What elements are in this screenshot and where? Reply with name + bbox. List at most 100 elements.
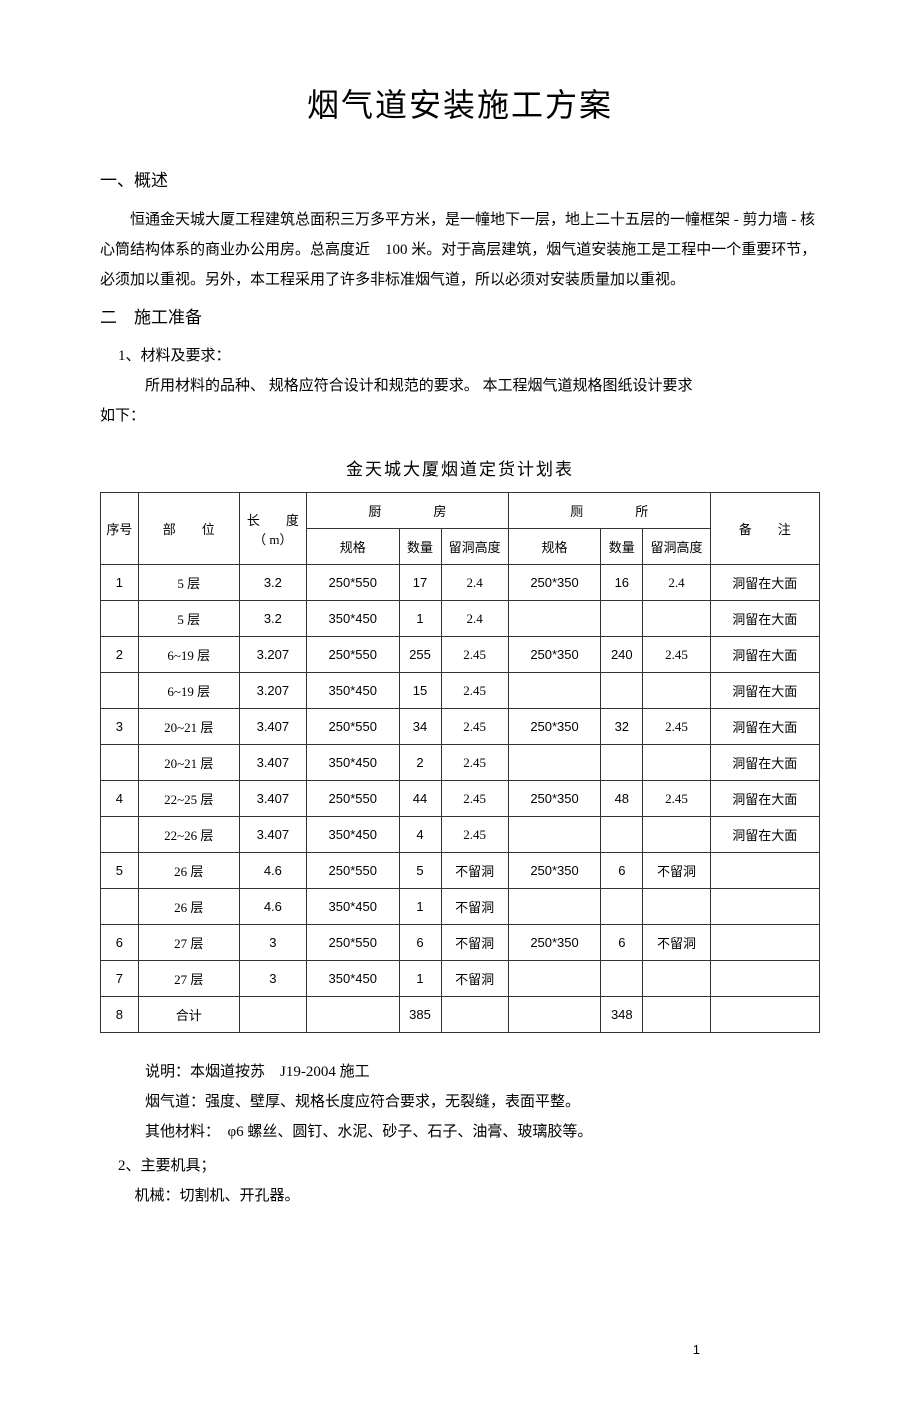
table-cell: 250*350 (508, 853, 601, 889)
table-cell: 7 (101, 961, 139, 997)
table-cell: 5 层 (138, 601, 239, 637)
table-cell: 240 (601, 637, 643, 673)
table-cell: 2.45 (643, 781, 710, 817)
table-cell (710, 997, 819, 1033)
table-cell: 350*450 (307, 601, 400, 637)
table-cell: 3.2 (239, 565, 306, 601)
table-row: 20~21 层3.407350*45022.45洞留在大面 (101, 745, 820, 781)
table-header-row-1: 序号 部 位 长 度（ m） 厨 房 厕 所 备 注 (101, 493, 820, 529)
table-cell: 2.4 (643, 565, 710, 601)
table-cell: 6 (601, 925, 643, 961)
th-k-qty: 数量 (399, 529, 441, 565)
table-cell (710, 961, 819, 997)
table-cell (101, 673, 139, 709)
table-cell: 1 (399, 961, 441, 997)
table-cell: 4.6 (239, 853, 306, 889)
table-cell: 250*350 (508, 781, 601, 817)
table-cell: 250*350 (508, 637, 601, 673)
table-cell (643, 673, 710, 709)
table-row: 422~25 层3.407250*550442.45250*350482.45洞… (101, 781, 820, 817)
table-cell: 洞留在大面 (710, 745, 819, 781)
table-row: 6~19 层3.207350*450152.45洞留在大面 (101, 673, 820, 709)
table-cell: 2 (101, 637, 139, 673)
table-cell: 2.4 (441, 565, 508, 601)
table-cell: 6 (399, 925, 441, 961)
table-cell (643, 889, 710, 925)
table-cell: 48 (601, 781, 643, 817)
table-cell: 1 (101, 565, 139, 601)
table-cell: 5 层 (138, 565, 239, 601)
table-cell: 不留洞 (441, 889, 508, 925)
table-cell: 1 (399, 601, 441, 637)
table-row: 22~26 层3.407350*45042.45洞留在大面 (101, 817, 820, 853)
table-cell: 2.45 (441, 745, 508, 781)
table-cell: 洞留在大面 (710, 601, 819, 637)
th-toilet: 厕 所 (508, 493, 710, 529)
table-cell: 20~21 层 (138, 709, 239, 745)
th-t-hole: 留洞高度 (643, 529, 710, 565)
table-row: 627 层3250*5506不留洞250*3506不留洞 (101, 925, 820, 961)
th-k-hole: 留洞高度 (441, 529, 508, 565)
table-cell: 255 (399, 637, 441, 673)
table-cell: 2.45 (441, 709, 508, 745)
note-1: 说明：本烟道按苏 J19-2004 施工 (100, 1057, 820, 1087)
table-cell: 15 (399, 673, 441, 709)
table-cell: 2.4 (441, 601, 508, 637)
table-cell: 4 (399, 817, 441, 853)
table-cell: 4 (101, 781, 139, 817)
section2-heading: 二 施工准备 (100, 303, 820, 334)
table-cell: 2.45 (441, 637, 508, 673)
table-cell (101, 601, 139, 637)
table-cell (643, 997, 710, 1033)
table-row: 727 层3350*4501不留洞 (101, 961, 820, 997)
table-cell (601, 889, 643, 925)
table-cell: 2.45 (441, 673, 508, 709)
table-cell: 5 (101, 853, 139, 889)
table-cell (710, 853, 819, 889)
table-cell: 250*550 (307, 637, 400, 673)
table-cell: 250*350 (508, 709, 601, 745)
table-cell: 不留洞 (441, 853, 508, 889)
table-cell (101, 817, 139, 853)
table-cell: 合计 (138, 997, 239, 1033)
table-cell: 22~26 层 (138, 817, 239, 853)
table-cell (601, 601, 643, 637)
table-cell: 350*450 (307, 889, 400, 925)
table-cell: 350*450 (307, 745, 400, 781)
table-cell (601, 817, 643, 853)
table-cell: 16 (601, 565, 643, 601)
table-row: 526 层4.6250*5505不留洞250*3506不留洞 (101, 853, 820, 889)
table-cell (710, 889, 819, 925)
th-t-qty: 数量 (601, 529, 643, 565)
table-cell: 32 (601, 709, 643, 745)
table-cell: 3.407 (239, 709, 306, 745)
table-row: 26~19 层3.207250*5502552.45250*3502402.45… (101, 637, 820, 673)
table-cell (101, 889, 139, 925)
table-cell (508, 601, 601, 637)
note-3: 其他材料： φ6 螺丝、圆钉、水泥、砂子、石子、油膏、玻璃胶等。 (100, 1117, 820, 1147)
table-cell: 17 (399, 565, 441, 601)
table-cell (601, 745, 643, 781)
table-cell (508, 817, 601, 853)
table-cell: 250*350 (508, 925, 601, 961)
table-cell (710, 925, 819, 961)
table-cell: 3 (101, 709, 139, 745)
note-2: 烟气道：强度、壁厚、规格长度应符合要求，无裂缝，表面平整。 (100, 1087, 820, 1117)
table-cell (601, 673, 643, 709)
table-cell: 250*350 (508, 565, 601, 601)
table-cell (643, 817, 710, 853)
table-cell: 385 (399, 997, 441, 1033)
table-cell: 350*450 (307, 961, 400, 997)
table-cell: 26 层 (138, 889, 239, 925)
th-note: 备 注 (710, 493, 819, 565)
table-cell: 44 (399, 781, 441, 817)
table-cell: 27 层 (138, 925, 239, 961)
th-k-spec: 规格 (307, 529, 400, 565)
table-cell: 3 (239, 925, 306, 961)
table-cell: 3.407 (239, 745, 306, 781)
table-cell: 250*550 (307, 565, 400, 601)
table-cell: 2 (399, 745, 441, 781)
table-cell: 洞留在大面 (710, 565, 819, 601)
table-cell (643, 601, 710, 637)
table-cell: 3.407 (239, 817, 306, 853)
